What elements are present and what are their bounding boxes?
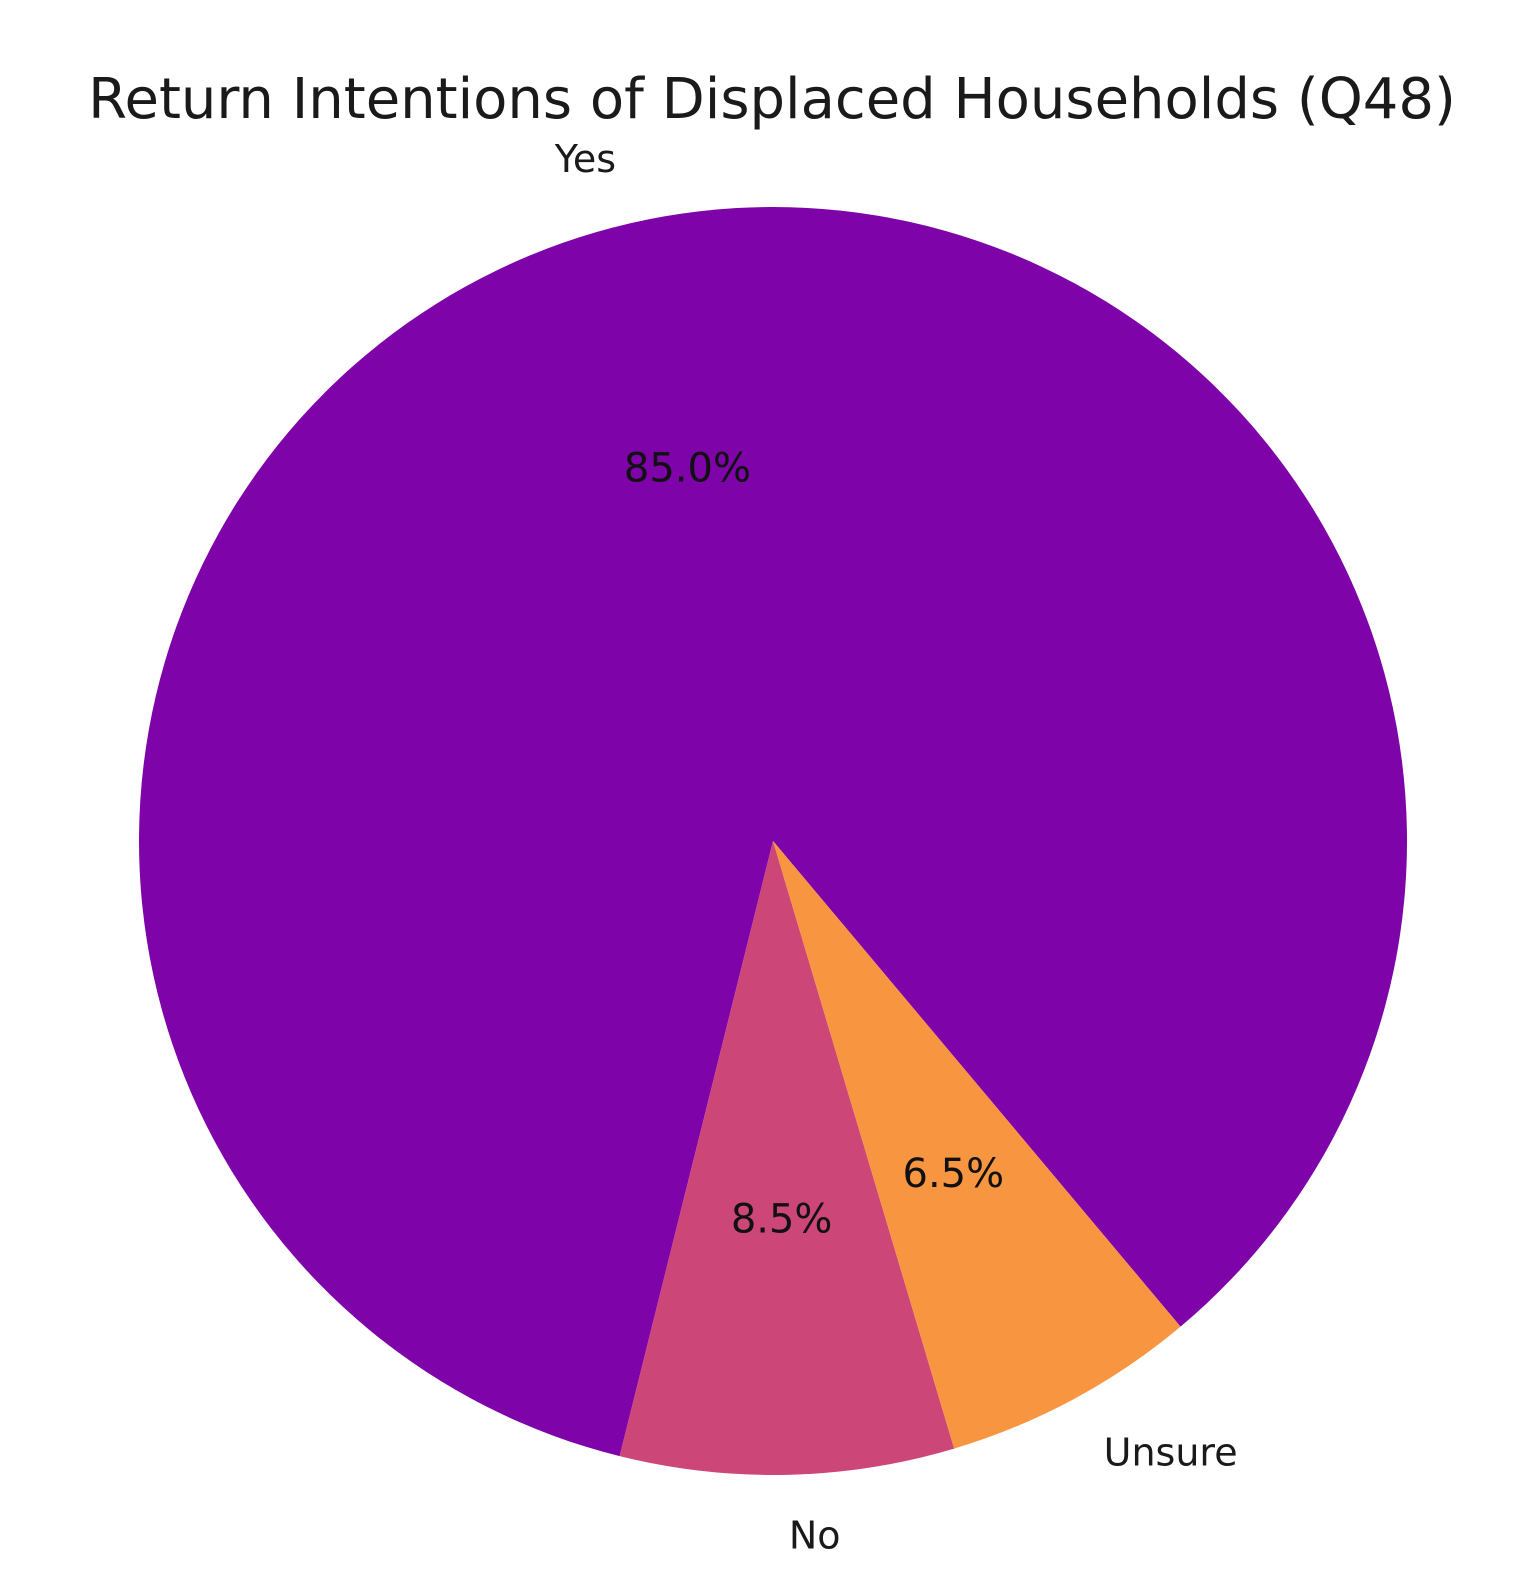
percent-label-unsure: 6.5% — [903, 1151, 1005, 1197]
percent-label-yes: 85.0% — [624, 445, 751, 491]
pie-slices — [139, 207, 1407, 1475]
pie-slice-unsure — [773, 841, 1181, 1449]
percent-labels: 85.0% 8.5% 6.5% — [624, 445, 1004, 1242]
chart-title: Return Intentions of Displaced Household… — [88, 67, 1456, 132]
pie-slice-no — [619, 841, 955, 1475]
pie-slice-yes — [139, 207, 1407, 1457]
percent-label-no: 8.5% — [731, 1196, 833, 1242]
slice-label-yes: Yes — [554, 137, 616, 181]
slice-labels: Yes No Unsure — [554, 137, 1238, 1558]
slice-label-no: No — [789, 1514, 841, 1558]
slice-label-unsure: Unsure — [1104, 1431, 1238, 1475]
